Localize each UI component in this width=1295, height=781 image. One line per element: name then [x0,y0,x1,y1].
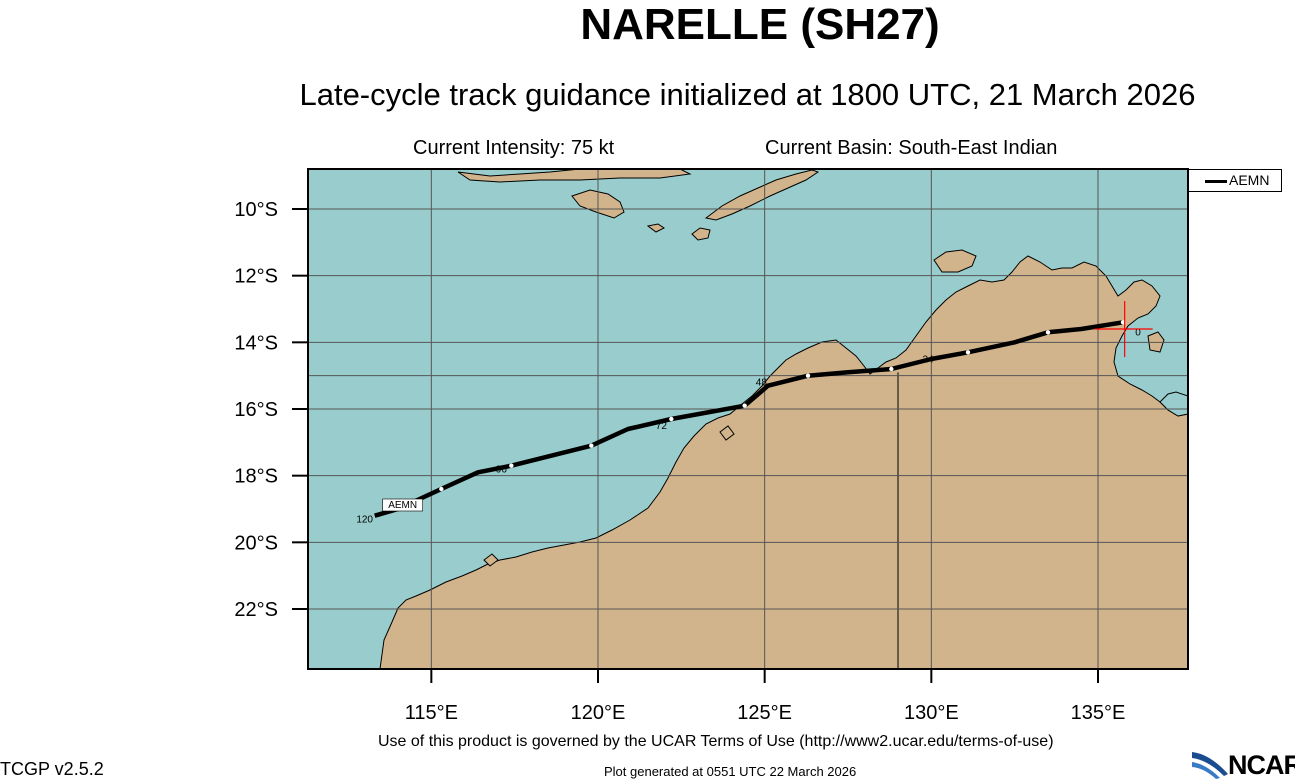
track-marker [1045,330,1051,335]
track-end-label-text: AEMN [388,500,417,511]
current-intensity: Current Intensity: 75 kt [413,137,615,159]
track-marker [589,443,594,448]
lat-tick-label: 14°S [234,332,278,354]
lon-tick-label: 125°E [737,702,792,724]
land-kimberley-islands [719,425,735,441]
track-marker [439,486,444,492]
track-marker [509,463,514,468]
forecast-hour-label: 96 [496,464,508,475]
legend: AEMN [1188,169,1282,192]
land-pilbara-islands [483,553,499,567]
track-marker [965,350,971,355]
ncar-logo: NCAR [1190,748,1295,780]
forecast-hour-label: 48 [756,378,768,389]
lon-tick-label: 135°E [1071,702,1126,724]
land-rote [691,227,711,241]
map-frame [307,168,1189,670]
forecast-hour-label: 72 [656,421,668,432]
lat-tick-label: 18°S [234,466,278,488]
lat-tick-label: 22°S [234,599,278,621]
lat-tick-label: 10°S [234,199,278,221]
track-marker [889,366,894,372]
forecast-hour-label: 24 [922,354,934,365]
gulf-of-carpentaria [1159,391,1188,417]
version-label: TCGP v2.5.2 [0,759,104,779]
land-timor [704,169,820,221]
lat-tick-label: 16°S [234,399,278,421]
plot-generated: Plot generated at 0551 UTC 22 March 2026 [604,764,857,779]
land-australia [379,255,1188,669]
land-melville [933,249,977,273]
track-end-label-box [382,498,423,512]
forecast-hour-label: 0 [1135,328,1141,339]
legend-label-aemn: AEMN [1229,172,1270,188]
lon-tick-label: 115°E [405,702,458,724]
ncar-swoosh-icon [1192,752,1228,779]
lat-tick-label: 20°S [234,532,278,554]
track-end-label: AEMN [382,498,423,512]
lon-tick-label: 120°E [571,702,626,724]
forecast-hour-label: 120 [356,514,373,525]
track-marker [742,403,747,408]
page-subtitle: Late-cycle track guidance initialized at… [299,77,1196,112]
lon-tick-label: 130°E [904,702,959,724]
ncar-logo-text: NCAR [1228,750,1295,780]
terms-of-use: Use of this product is governed by the U… [378,733,1054,750]
track-marker [669,416,674,422]
track-line-aemn [374,320,1124,518]
track-marker [805,373,811,378]
land-flores [457,169,692,183]
page-title: NARELLE (SH27) [580,0,940,49]
land-savu [646,223,665,233]
legend-line-aemn [1205,180,1227,183]
current-basin: Current Basin: South-East Indian [765,137,1058,159]
lat-tick-label: 12°S [234,266,278,288]
